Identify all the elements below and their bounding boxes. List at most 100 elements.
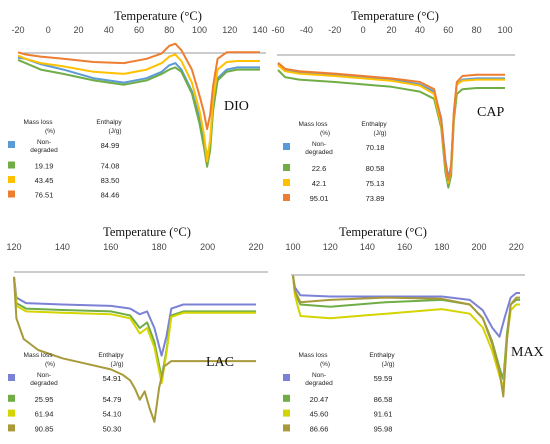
legend-swatch bbox=[283, 424, 290, 432]
legend-swatch bbox=[8, 409, 15, 417]
legend-header: (%) bbox=[320, 361, 330, 368]
legend: Mass loss (%) Enthalpy (J/g) Non-degraded 84.… bbox=[8, 119, 122, 200]
legend-header: (J/g) bbox=[109, 128, 122, 135]
legend-enthalpy: 73.89 bbox=[366, 194, 385, 203]
legend-swatch bbox=[8, 176, 15, 183]
sample-code: MAX bbox=[511, 345, 544, 360]
x-tick-labels: -60 -40 -20 0 20 40 60 80 100 bbox=[271, 25, 512, 35]
x-axis-title: Temperature (°C) bbox=[351, 9, 439, 23]
legend-header: (%) bbox=[45, 361, 55, 368]
legend-enthalpy: 59.59 bbox=[374, 374, 393, 383]
x-tick-label: 180 bbox=[434, 242, 449, 252]
x-axis-title: Temperature (°C) bbox=[114, 9, 202, 23]
curves bbox=[292, 275, 520, 398]
x-tick-label: 200 bbox=[472, 242, 487, 252]
legend-mass-loss: 25.95 bbox=[35, 395, 54, 404]
legend-enthalpy: 74.08 bbox=[101, 162, 120, 171]
curves bbox=[277, 62, 505, 189]
legend-header: Mass loss bbox=[24, 352, 54, 359]
x-tick-label: 20 bbox=[386, 25, 396, 35]
legend-header: (%) bbox=[320, 130, 330, 137]
legend-header: Enthalpy bbox=[98, 352, 124, 359]
x-tick-label: 0 bbox=[361, 25, 366, 35]
x-tick-label: -20 bbox=[11, 25, 24, 35]
legend-header: Enthalpy bbox=[96, 119, 122, 126]
legend-enthalpy: 84.46 bbox=[101, 191, 120, 200]
x-tick-labels: 120 140 160 180 200 220 bbox=[6, 242, 263, 252]
x-tick-label: 220 bbox=[509, 242, 524, 252]
series-line-4 bbox=[277, 62, 505, 182]
legend-header: (J/g) bbox=[111, 361, 124, 368]
legend-enthalpy: 70.18 bbox=[366, 143, 385, 152]
legend-enthalpy: 54.10 bbox=[103, 410, 122, 419]
panel-dio: Temperature (°C) -20 0 20 40 60 80 100 120 140 D… bbox=[0, 0, 275, 222]
x-tick-label: 80 bbox=[472, 25, 482, 35]
legend-mass-loss: 86.66 bbox=[310, 424, 329, 433]
series-line-4 bbox=[13, 276, 256, 423]
series-line-3 bbox=[13, 276, 256, 385]
curves bbox=[13, 276, 256, 423]
x-tick-label: 120 bbox=[222, 25, 237, 35]
legend-mass-loss: Non- bbox=[312, 372, 326, 379]
series-line-2 bbox=[13, 276, 256, 379]
x-tick-label: 60 bbox=[443, 25, 453, 35]
legend-swatch bbox=[283, 164, 290, 171]
legend-mass-loss: degraded bbox=[305, 380, 333, 387]
legend-mass-loss: 42.1 bbox=[312, 179, 327, 188]
series-line-3 bbox=[17, 53, 260, 163]
sample-code: DIO bbox=[224, 99, 249, 114]
legend-enthalpy: 83.50 bbox=[101, 176, 120, 185]
chart-cap: Temperature (°C) -60 -40 -20 0 20 40 60 80 100 C… bbox=[271, 9, 515, 203]
x-tick-label: 160 bbox=[103, 242, 118, 252]
legend-header: Mass loss bbox=[299, 121, 329, 128]
x-tick-label: 80 bbox=[164, 25, 174, 35]
x-tick-label: 220 bbox=[248, 242, 263, 252]
series-line-1 bbox=[13, 276, 256, 357]
x-tick-label: 100 bbox=[192, 25, 207, 35]
x-tick-label: 180 bbox=[152, 242, 167, 252]
legend-enthalpy: 75.13 bbox=[366, 179, 385, 188]
x-tick-labels: 100 120 140 160 180 200 220 bbox=[285, 242, 523, 252]
legend-swatch bbox=[283, 409, 290, 417]
series-line-3 bbox=[292, 275, 520, 390]
legend-enthalpy: 54.79 bbox=[103, 395, 122, 404]
legend: Mass loss (%) Enthalpy (J/g) Non-degraded 59.… bbox=[283, 352, 395, 433]
x-tick-labels: -20 0 20 40 60 80 100 120 140 bbox=[11, 25, 267, 35]
legend-swatch bbox=[283, 194, 290, 201]
x-tick-label: -60 bbox=[271, 25, 284, 35]
panel-lac: Temperature (°C) 120 140 160 180 200 220 LAC … bbox=[0, 222, 275, 444]
x-tick-label: 100 bbox=[497, 25, 512, 35]
x-tick-label: 0 bbox=[46, 25, 51, 35]
legend-enthalpy: 80.58 bbox=[366, 164, 385, 173]
legend-mass-loss: degraded bbox=[30, 380, 58, 387]
legend-header: Mass loss bbox=[299, 352, 329, 359]
legend-enthalpy: 95.98 bbox=[374, 424, 393, 433]
legend-header: (J/g) bbox=[382, 361, 395, 368]
legend-mass-loss: Non- bbox=[37, 372, 51, 379]
legend-swatch bbox=[283, 374, 290, 381]
legend: Mass loss (%) Enthalpy (J/g) Non-degraded 54.… bbox=[8, 352, 124, 433]
legend-header: Enthalpy bbox=[369, 352, 395, 359]
curves bbox=[17, 42, 260, 168]
legend-swatch bbox=[8, 190, 15, 198]
legend-mass-loss: 22.6 bbox=[312, 164, 327, 173]
series-line-2 bbox=[17, 58, 260, 168]
legend-header: Enthalpy bbox=[361, 121, 387, 128]
legend-swatch bbox=[283, 179, 290, 186]
x-axis-title: Temperature (°C) bbox=[103, 225, 191, 239]
legend-header: (%) bbox=[45, 128, 55, 135]
legend-header: Mass loss bbox=[24, 119, 54, 126]
legend-swatch bbox=[8, 394, 15, 402]
legend-swatch bbox=[8, 141, 15, 148]
chart-max: Temperature (°C) 100 120 140 160 180 200 220 M… bbox=[283, 225, 544, 433]
sample-code: CAP bbox=[477, 105, 504, 120]
x-tick-label: 140 bbox=[55, 242, 70, 252]
x-tick-label: -20 bbox=[328, 25, 341, 35]
legend-mass-loss: 90.85 bbox=[35, 424, 54, 433]
x-tick-label: 160 bbox=[397, 242, 412, 252]
legend: Mass loss (%) Enthalpy (J/g) Non-degraded 70.… bbox=[283, 121, 387, 203]
legend-swatch bbox=[8, 161, 15, 169]
chart-lac: Temperature (°C) 120 140 160 180 200 220 LAC … bbox=[6, 225, 268, 433]
legend-mass-loss: 20.47 bbox=[310, 395, 329, 404]
legend-mass-loss: 45.60 bbox=[310, 410, 329, 419]
